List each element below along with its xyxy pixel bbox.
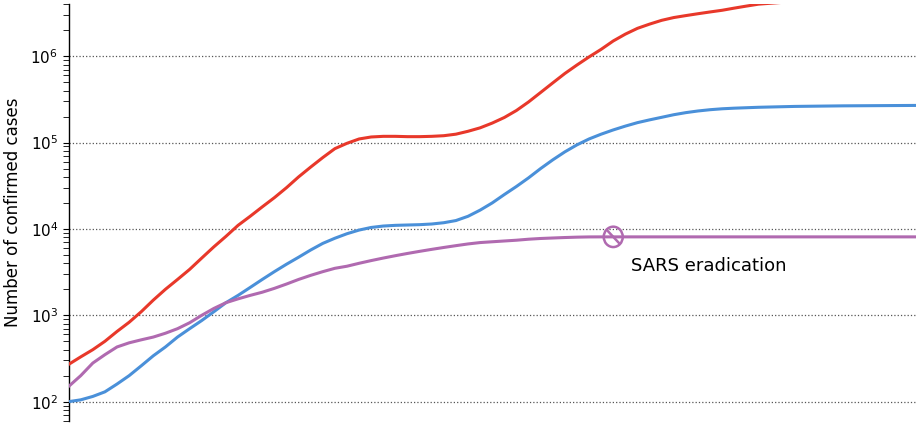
Text: SARS eradication: SARS eradication (630, 257, 786, 275)
Y-axis label: Number of confirmed cases: Number of confirmed cases (5, 98, 22, 327)
